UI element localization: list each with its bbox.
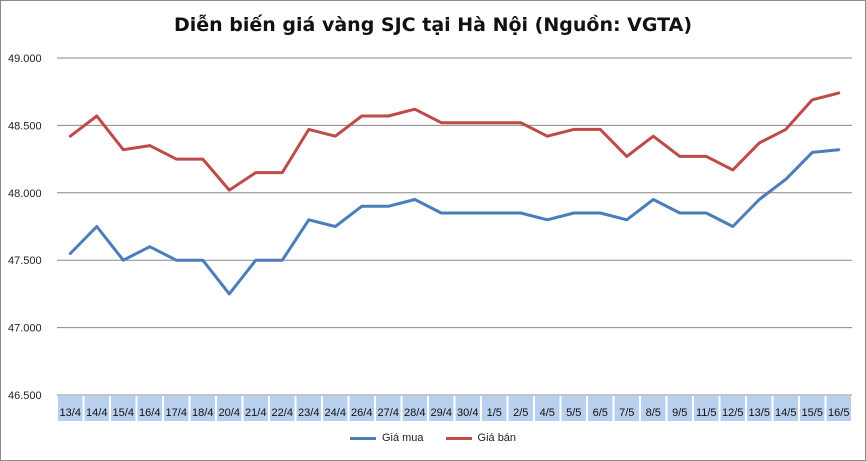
- x-tick-band: [402, 396, 427, 421]
- x-tick-label: 16/5: [828, 407, 849, 419]
- x-tick-label: 16/4: [139, 407, 160, 419]
- legend-swatch-sell: [445, 436, 472, 440]
- x-tick-band: [455, 396, 480, 421]
- x-tick-label: 15/4: [113, 407, 134, 419]
- x-tick-label: 29/4: [431, 407, 452, 419]
- x-tick-label: 20/4: [219, 407, 240, 419]
- y-tick-label: 47.500: [8, 255, 42, 267]
- legend-item-sell: Giá bán: [445, 432, 517, 444]
- x-tick-label: 7/5: [619, 407, 634, 419]
- x-tick-band: [243, 396, 268, 421]
- legend-swatch-buy: [349, 436, 376, 440]
- x-tick-band: [323, 396, 348, 421]
- x-tick-label: 21/4: [245, 407, 266, 419]
- x-tick-band: [111, 396, 136, 421]
- y-tick-label: 46.500: [8, 390, 42, 402]
- x-tick-label: 18/4: [192, 407, 213, 419]
- x-tick-band: [429, 396, 454, 421]
- x-tick-band: [641, 396, 666, 421]
- y-tick-label: 47.000: [8, 323, 42, 335]
- x-tick-label: 1/5: [487, 407, 502, 419]
- x-tick-band: [84, 396, 109, 421]
- x-tick-band: [667, 396, 692, 421]
- x-tick-band: [720, 396, 745, 421]
- x-tick-band: [58, 396, 83, 421]
- x-tick-band: [773, 396, 798, 421]
- x-tick-label: 27/4: [378, 407, 399, 419]
- x-tick-band: [270, 396, 295, 421]
- x-tick-label: 13/4: [60, 407, 81, 419]
- x-tick-label: 14/5: [775, 407, 796, 419]
- x-tick-label: 30/4: [457, 407, 478, 419]
- x-tick-band: [190, 396, 215, 421]
- legend-label-buy: Giá mua: [381, 432, 424, 444]
- x-tick-band: [800, 396, 825, 421]
- x-tick-band: [137, 396, 162, 421]
- x-tick-band: [614, 396, 639, 421]
- x-tick-label: 9/5: [672, 407, 687, 419]
- x-tick-band: [349, 396, 374, 421]
- x-tick-label: 13/5: [749, 407, 770, 419]
- x-tick-band: [826, 396, 851, 421]
- x-tick-band: [217, 396, 242, 421]
- x-tick-band: [482, 396, 507, 421]
- x-tick-label: 12/5: [722, 407, 743, 419]
- x-tick-band: [296, 396, 321, 421]
- x-tick-label: 5/5: [566, 407, 581, 419]
- x-tick-band: [376, 396, 401, 421]
- series-line-buy: [68, 148, 841, 296]
- x-tick-label: 15/5: [802, 407, 823, 419]
- x-tick-label: 23/4: [298, 407, 319, 419]
- x-tick-label: 8/5: [646, 407, 661, 419]
- x-tick-label: 28/4: [404, 407, 425, 419]
- x-tick-band: [164, 396, 189, 421]
- x-tick-band: [694, 396, 719, 421]
- x-tick-label: 14/4: [86, 407, 107, 419]
- x-tick-label: 2/5: [513, 407, 528, 419]
- y-tick-label: 48.500: [8, 120, 42, 132]
- x-tick-band: [561, 396, 586, 421]
- x-tick-band: [588, 396, 613, 421]
- x-tick-label: 11/5: [696, 407, 717, 419]
- x-tick-band: [508, 396, 533, 421]
- chart-legend: Giá mua Giá bán: [0, 432, 866, 444]
- legend-item-buy: Giá mua: [349, 432, 424, 444]
- x-tick-label: 4/5: [540, 407, 555, 419]
- series-line-sell: [68, 91, 841, 192]
- x-tick-label: 24/4: [325, 407, 346, 419]
- y-tick-label: 49.000: [8, 53, 42, 65]
- x-tick-band: [535, 396, 560, 421]
- x-tick-label: 26/4: [351, 407, 372, 419]
- chart-title: Diễn biến giá vàng SJC tại Hà Nội (Nguồn…: [173, 14, 693, 36]
- y-tick-label: 48.000: [8, 188, 42, 200]
- legend-label-sell: Giá bán: [477, 432, 517, 444]
- x-tick-label: 17/4: [166, 407, 187, 419]
- x-tick-label: 22/4: [272, 407, 293, 419]
- x-tick-band: [747, 396, 772, 421]
- x-tick-label: 6/5: [593, 407, 608, 419]
